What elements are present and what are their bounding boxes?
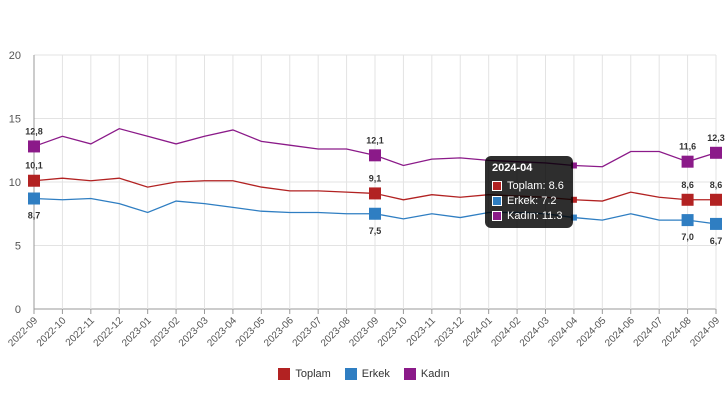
- x-tick-label: 2024-05: [575, 315, 609, 349]
- data-point-marker: [28, 174, 40, 187]
- legend-item-toplam[interactable]: Toplam: [278, 368, 331, 380]
- data-point-marker: [28, 140, 40, 153]
- tooltip-row-kadin: Kadın: 11.3: [492, 210, 566, 222]
- tooltip-row-toplam: Toplam: 8.6: [492, 180, 566, 192]
- y-tick-label: 5: [15, 241, 21, 253]
- data-point-marker: [369, 207, 381, 220]
- data-point-marker: [681, 155, 694, 168]
- x-tick-label: 2024-08: [660, 315, 694, 349]
- data-point-marker: [710, 193, 722, 206]
- data-label: 10,1: [25, 161, 43, 171]
- tooltip-row-erkek: Erkek: 7.2: [492, 195, 566, 207]
- x-tick-label: 2024-07: [632, 315, 666, 349]
- data-markers: [28, 140, 722, 230]
- x-tick-label: 2023-08: [319, 315, 353, 349]
- x-tick-label: 2023-09: [347, 315, 381, 349]
- x-tick-label: 2024-09: [688, 315, 722, 349]
- data-point-marker: [710, 146, 722, 159]
- x-tick-label: 2024-06: [603, 315, 637, 349]
- hover-point-marker: [570, 196, 577, 203]
- hover-point-marker: [570, 214, 577, 221]
- data-point-marker: [681, 193, 694, 206]
- x-tick-label: 2023-05: [234, 315, 268, 349]
- tooltip-value-toplam: Toplam: 8.6: [507, 180, 564, 192]
- legend-item-kadin[interactable]: Kadın: [403, 368, 450, 380]
- x-tick-label: 2024-02: [489, 315, 523, 349]
- y-tick-label: 20: [9, 50, 21, 62]
- x-tick-label: 2023-06: [262, 315, 296, 349]
- legend-label-toplam: Toplam: [295, 368, 331, 380]
- x-tick-label: 2024-03: [518, 315, 552, 349]
- x-tick-label: 2024-04: [546, 315, 580, 349]
- data-label: 9,1: [369, 173, 382, 183]
- data-point-marker: [369, 187, 381, 200]
- data-point-marker: [28, 192, 40, 205]
- legend-swatch-toplam: [278, 368, 291, 380]
- tooltip-title: 2024-04: [492, 162, 533, 174]
- tooltip-value-kadin: Kadın: 11.3: [507, 210, 563, 222]
- x-tick-label: 2022-10: [35, 315, 69, 349]
- tooltip-value-erkek: Erkek: 7.2: [507, 195, 557, 207]
- hover-point-marker: [570, 162, 577, 169]
- x-tick-label: 2023-12: [433, 315, 467, 349]
- y-tick-label: 0: [15, 304, 21, 316]
- data-label: 7,0: [681, 232, 694, 242]
- x-tick-label: 2023-02: [148, 315, 182, 349]
- x-tick-label: 2023-07: [291, 315, 325, 349]
- x-tick-label: 2024-01: [461, 315, 495, 349]
- legend: Toplam Erkek Kadın: [0, 368, 728, 380]
- tooltip-swatch-erkek: [492, 196, 502, 206]
- data-label: 8,7: [28, 211, 41, 221]
- data-label: 11,6: [679, 142, 696, 152]
- x-tick-label: 2023-01: [120, 315, 154, 349]
- data-label: 12,1: [366, 135, 384, 145]
- legend-label-kadin: Kadın: [420, 368, 450, 380]
- data-point-marker: [369, 149, 381, 162]
- data-label: 7,5: [369, 226, 382, 236]
- y-tick-label: 10: [9, 177, 21, 189]
- tooltip-swatch-toplam: [492, 181, 502, 191]
- legend-swatch-erkek: [344, 368, 357, 380]
- x-tick-label: 2023-11: [405, 315, 439, 349]
- data-label: 6,7: [710, 236, 723, 246]
- x-tick-label: 2022-12: [92, 315, 126, 349]
- data-label: 8,6: [710, 180, 723, 190]
- x-tick-label: 2023-04: [205, 315, 239, 349]
- axes: 051015202022-092022-102022-112022-122023…: [6, 50, 722, 349]
- x-tick-label: 2023-03: [177, 315, 211, 349]
- x-tick-label: 2022-11: [64, 315, 98, 349]
- legend-item-erkek[interactable]: Erkek: [344, 368, 390, 380]
- tooltip: 2024-04 Toplam: 8.6 Erkek: 7.2 Kadın: 11…: [485, 156, 573, 228]
- data-label: 12,3: [707, 133, 725, 143]
- data-point-marker: [710, 217, 722, 230]
- data-labels: 10,1 8,7 12,8 9,1 7,5 12,1 8,6 7,0 11,6 8,6 6,7 12,…: [25, 126, 725, 245]
- data-point-marker: [681, 214, 694, 227]
- y-tick-label: 15: [9, 114, 21, 126]
- x-tick-label: 2023-10: [376, 315, 410, 349]
- legend-label-erkek: Erkek: [361, 368, 390, 380]
- data-label: 8,6: [681, 180, 694, 190]
- tooltip-swatch-kadin: [492, 211, 502, 221]
- x-tick-label: 2022-09: [6, 315, 40, 349]
- legend-swatch-kadin: [403, 368, 416, 380]
- data-label: 12,8: [25, 126, 43, 136]
